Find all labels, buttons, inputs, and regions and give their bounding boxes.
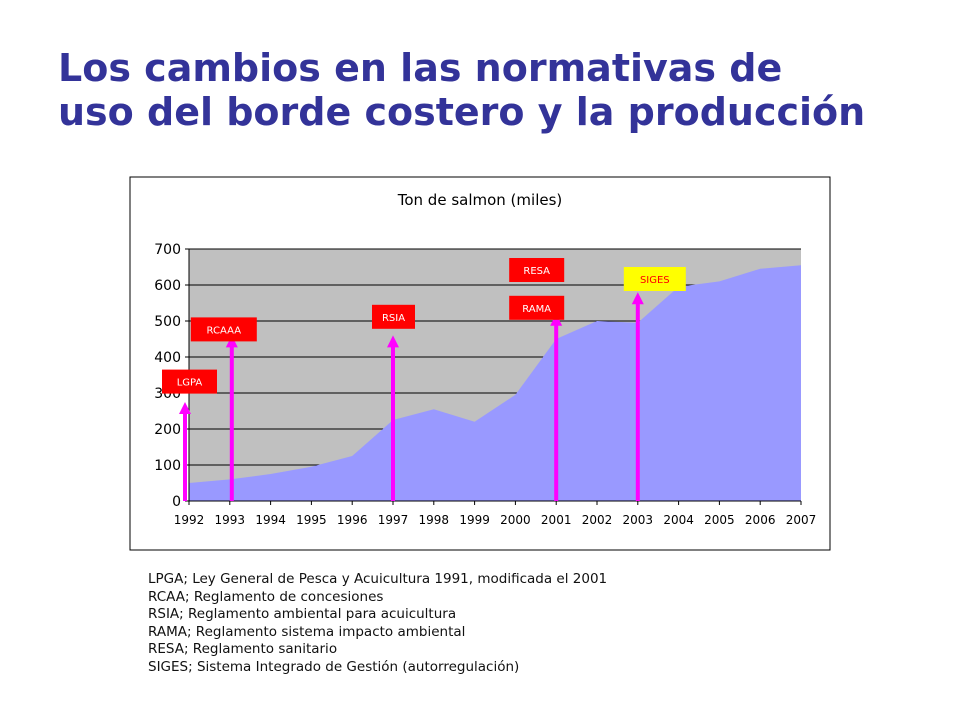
regulation-label-box-resa	[509, 258, 565, 282]
y-tick-label: 700	[154, 242, 181, 258]
x-tick-label: 1997	[378, 513, 409, 527]
page-title-line-1: Los cambios en las normativas de	[58, 46, 783, 90]
regulation-label-box-lgpa	[162, 369, 217, 394]
x-tick-label: 1998	[419, 513, 450, 527]
regulation-label-box-siges	[623, 267, 686, 291]
x-tick-label: 2001	[541, 513, 572, 527]
x-tick-label: 1999	[459, 513, 490, 527]
y-tick-label: 0	[172, 494, 181, 510]
x-tick-label: 2007	[786, 513, 817, 527]
y-tick-label: 400	[154, 350, 181, 366]
regulation-label-resa: RESA	[523, 266, 550, 277]
x-tick-label: 2003	[623, 513, 654, 527]
page-title: Los cambios en las normativas de uso del…	[58, 46, 938, 134]
regulation-label-box-rsia	[372, 304, 415, 329]
regulation-label-box-rcaaa	[190, 317, 257, 342]
x-tick-label: 1993	[215, 513, 246, 527]
x-tick-label: 2006	[745, 513, 776, 527]
y-tick-label: 600	[154, 278, 181, 294]
x-tick-label: 2002	[582, 513, 613, 527]
x-tick-label: 1994	[255, 513, 286, 527]
legend-line-lgpa: LPGA; Ley General de Pesca y Acuicultura…	[148, 571, 608, 587]
chart-title: Ton de salmon (miles)	[397, 191, 563, 209]
regulation-label-lgpa: LGPA	[177, 378, 203, 389]
regulation-label-rama: RAMA	[522, 304, 551, 315]
legend-line-resa: RESA; Reglamento sanitario	[148, 641, 338, 658]
legend-line-siges: SIGES; Sistema Integrado de Gestión (aut…	[148, 658, 520, 675]
regulation-arrowhead-rsia	[387, 335, 399, 348]
regulation-label-box-rama	[509, 295, 565, 320]
regulation-label-siges: SIGES	[640, 275, 670, 286]
y-tick-label: 200	[154, 422, 181, 438]
x-tick-label: 2005	[704, 513, 735, 527]
x-tick-label: 1996	[337, 513, 368, 527]
x-tick-label: 1992	[174, 513, 205, 527]
y-tick-label: 100	[154, 458, 181, 474]
x-tick-label: 1995	[296, 513, 327, 527]
y-tick-label: 500	[154, 314, 181, 330]
regulation-arrowhead-siges	[631, 292, 644, 305]
x-tick-label: 2004	[663, 513, 694, 527]
abbreviations-legend: LPGA; Ley General de Pesca y Acuicultura…	[148, 571, 607, 677]
x-tick-label: 2000	[500, 513, 531, 527]
legend-line-rcaa: RCAA; Reglamento de concesiones	[148, 588, 384, 605]
legend-line-rama: RAMA; Reglamento sistema impacto ambient…	[148, 623, 466, 640]
regulation-arrowhead-lgpa	[179, 402, 191, 414]
series-area	[189, 265, 801, 501]
page-title-line-2: uso del borde costero y la producción	[58, 90, 866, 134]
legend-line-rsia: RSIA; Reglamento ambiental para acuicult…	[148, 606, 457, 623]
regulation-label-rcaaa: RCAAA	[207, 325, 242, 336]
regulation-label-rsia: RSIA	[382, 313, 405, 324]
